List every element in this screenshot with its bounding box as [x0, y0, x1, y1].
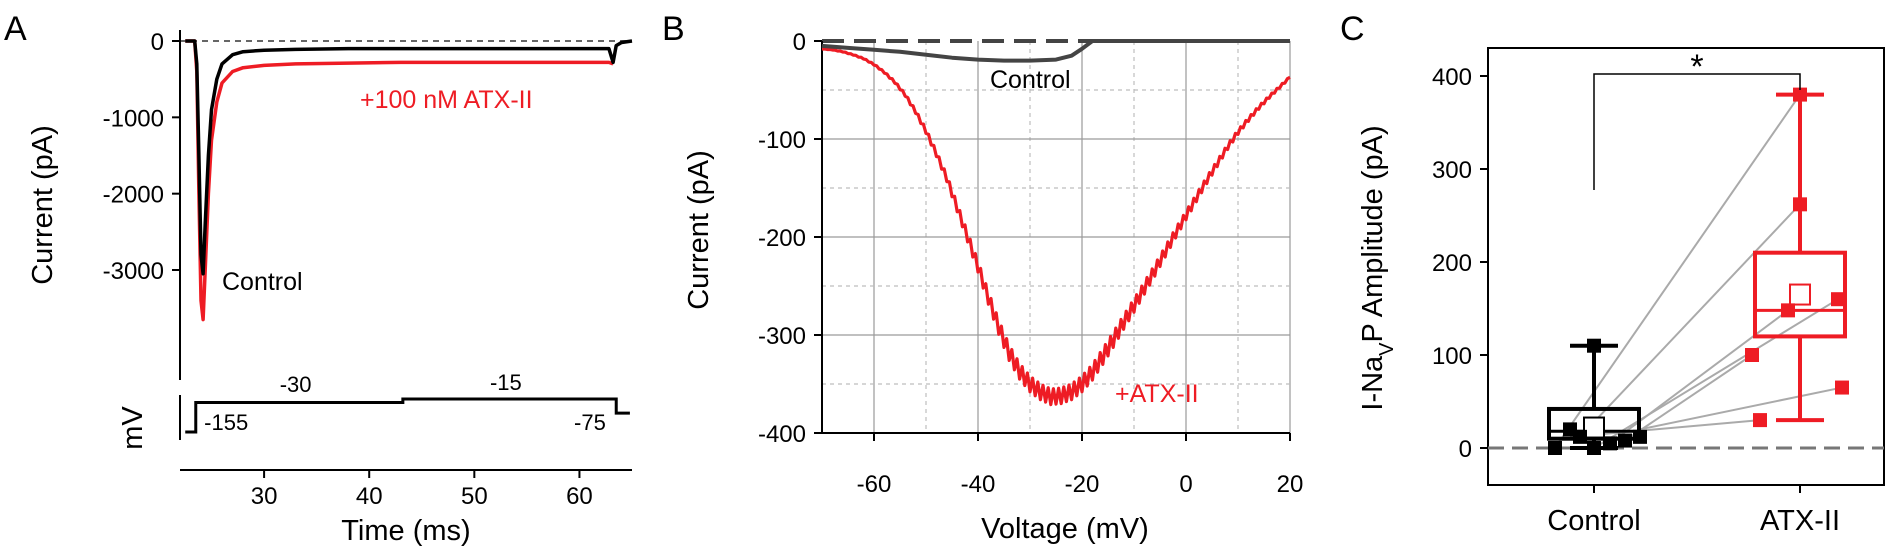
- box-mean-marker: [1789, 283, 1811, 306]
- panel-a-protocol-step-label: -155: [204, 410, 248, 435]
- panel-a-protocol-step-label: -30: [280, 372, 312, 397]
- panel-c-category-label: Control: [1547, 505, 1641, 537]
- panel-b-xtick-label: 0: [1179, 471, 1192, 498]
- panel-c-ytick-label: 300: [1432, 157, 1472, 184]
- panel-c-ylabel-suffix: P Amplitude (pA): [1357, 125, 1389, 342]
- panel-b-ytick-label: 0: [793, 29, 806, 56]
- panel-a-xlabel: Time (ms): [341, 515, 470, 547]
- panel-c-frame: [1487, 47, 1885, 486]
- panel-c-category-label: ATX-II: [1760, 505, 1840, 537]
- panel-c-ytick-label: 100: [1432, 343, 1472, 370]
- panel-c-ytick-label: 0: [1459, 436, 1472, 463]
- data-point: [1563, 422, 1577, 437]
- data-point: [1745, 348, 1759, 362]
- panel-a-control-trace: [185, 39, 633, 276]
- panel-c-ytick-label: 200: [1432, 250, 1472, 277]
- panel-c-ytick-label: 400: [1432, 64, 1472, 91]
- data-point: [1587, 338, 1601, 353]
- panel-letter-c: C: [1340, 10, 1365, 48]
- panel-b-ytick-label: -100: [758, 127, 806, 154]
- data-point: [1753, 413, 1767, 428]
- panel-a-atx-trace: [185, 39, 614, 322]
- data-point: [1603, 436, 1617, 451]
- panel-c-pair-line: [1579, 203, 1801, 438]
- panel-a-xtick-label: 50: [461, 483, 488, 510]
- panel-b-ytick-label: -300: [758, 323, 806, 350]
- data-point: [1793, 87, 1807, 102]
- panel-a-xtick-label: 30: [251, 483, 278, 510]
- data-point: [1548, 441, 1562, 455]
- panel-c: 0 100 200 300 400 Control ATX-II * I-NaVP Amp…: [1357, 47, 1885, 537]
- panel-a-ytick-label: -3000: [103, 258, 164, 285]
- panel-c-pair-line: [1624, 354, 1753, 442]
- panel-a: 0-1000-2000-3000 Control +100 nM ATX-II …: [27, 29, 633, 547]
- panel-c-ylabel: I-NaVP Amplitude (pA): [1357, 125, 1398, 410]
- panel-c-pair-line: [1593, 298, 1839, 449]
- panel-b-xtick-label: -40: [961, 471, 996, 498]
- panel-a-protocol-step-label: -15: [490, 370, 522, 395]
- panel-c-ylabel-subscript: V: [1376, 342, 1398, 356]
- data-point: [1835, 380, 1849, 395]
- data-point: [1831, 292, 1845, 307]
- panel-c-pair-line: [1554, 94, 1801, 449]
- panel-letter-b: B: [662, 10, 685, 48]
- data-point: [1587, 441, 1601, 455]
- panel-b-xlabel: Voltage (mV): [981, 513, 1149, 545]
- panel-a-xtick-label: 40: [356, 483, 383, 510]
- panel-a-protocol-ylabel: mV: [117, 406, 149, 450]
- panel-a-xtick-label: 60: [566, 483, 593, 510]
- panel-a-protocol-step-label: -75: [574, 410, 606, 435]
- data-point: [1793, 197, 1807, 212]
- panel-a-ytick-label: -1000: [103, 105, 164, 132]
- data-point: [1618, 433, 1632, 448]
- panel-a-control-annotation: Control: [222, 268, 303, 296]
- panel-letter-a: A: [4, 10, 27, 48]
- significance-star: *: [1690, 48, 1703, 86]
- panel-b-ylabel: Current (pA): [683, 150, 715, 310]
- panel-b-xtick-label: -20: [1065, 471, 1100, 498]
- panel-b-control-annotation: Control: [990, 66, 1071, 94]
- panel-b-atx-trace: [821, 47, 1291, 407]
- panel-b-ytick-label: -400: [758, 421, 806, 448]
- panel-b-xtick-label: 20: [1277, 471, 1304, 498]
- panel-b-xtick-label: -60: [857, 471, 892, 498]
- panel-b-ytick-label: -200: [758, 225, 806, 252]
- panel-a-ylabel: Current (pA): [27, 125, 59, 285]
- panel-c-pair-line: [1639, 386, 1843, 431]
- panel-b-control-trace: [821, 39, 1290, 63]
- panel-b-atx-annotation: +ATX-II: [1115, 380, 1199, 408]
- box-iqr: [1547, 406, 1641, 441]
- panel-c-ylabel-prefix: I-Na: [1357, 355, 1389, 411]
- panel-a-atx-annotation: +100 nM ATX-II: [360, 86, 533, 114]
- panel-a-ytick-label: -2000: [103, 182, 164, 209]
- panel-a-protocol-trace: [185, 397, 630, 434]
- box-mean-marker: [1583, 416, 1605, 439]
- panel-a-ytick-label: 0: [151, 29, 164, 56]
- data-point: [1633, 429, 1647, 444]
- significance-bracket: [1593, 73, 1801, 190]
- data-point: [1781, 303, 1795, 318]
- panel-b: 0-100-200-300-400 -60 -40 -20 0 20 Control +…: [683, 29, 1303, 545]
